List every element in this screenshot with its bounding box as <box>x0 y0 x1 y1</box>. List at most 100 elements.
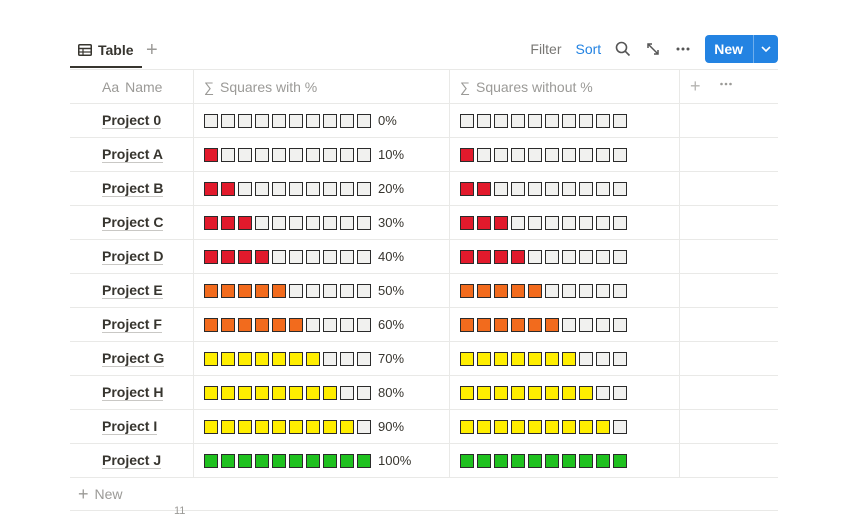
name-cell[interactable]: Project C <box>70 206 194 239</box>
name-cell[interactable]: Project G <box>70 342 194 375</box>
squares-with-cell[interactable]: 90% <box>194 410 450 443</box>
chevron-down-icon[interactable] <box>753 35 778 63</box>
table-row[interactable]: Project E 50% <box>70 274 778 308</box>
filled-square <box>238 351 252 366</box>
add-row-button[interactable]: + New <box>70 478 778 511</box>
name-cell[interactable]: Project D <box>70 240 194 273</box>
squares-with-cell[interactable]: 70% <box>194 342 450 375</box>
filled-square <box>255 351 269 366</box>
filled-square <box>477 385 491 400</box>
table-row[interactable]: Project 0 0% <box>70 104 778 138</box>
table-row[interactable]: Project F 60% <box>70 308 778 342</box>
project-name[interactable]: Project C <box>102 214 164 231</box>
search-icon[interactable] <box>615 41 631 57</box>
name-cell[interactable]: Project I <box>70 410 194 443</box>
project-name[interactable]: Project E <box>102 282 163 299</box>
project-name[interactable]: Project I <box>102 418 158 435</box>
empty-square <box>306 147 320 162</box>
name-cell[interactable]: Project B <box>70 172 194 205</box>
column-header-squares-without[interactable]: ∑ Squares without % <box>450 70 680 103</box>
empty-square <box>238 181 252 196</box>
more-options-icon[interactable] <box>675 41 691 57</box>
empty-square <box>596 283 610 298</box>
squares-without-cell[interactable] <box>450 172 680 205</box>
filled-square <box>221 317 235 332</box>
name-cell[interactable]: Project E <box>70 274 194 307</box>
column-header-squares-with[interactable]: ∑ Squares with % <box>194 70 450 103</box>
filled-square <box>255 385 269 400</box>
squares-without-cell[interactable] <box>450 376 680 409</box>
expand-icon[interactable] <box>645 41 661 57</box>
filled-square <box>289 351 303 366</box>
squares-with-cell[interactable]: 20% <box>194 172 450 205</box>
add-view-icon[interactable]: + <box>146 39 158 61</box>
filled-square <box>460 147 474 162</box>
project-name[interactable]: Project 0 <box>102 112 162 129</box>
text-property-icon: Aa <box>102 78 120 95</box>
name-cell[interactable]: Project A <box>70 138 194 171</box>
tab-table[interactable]: Table <box>70 34 142 68</box>
squares-without-cell[interactable] <box>450 206 680 239</box>
table-row[interactable]: Project J 100% <box>70 444 778 478</box>
project-name[interactable]: Project B <box>102 180 164 197</box>
sort-button[interactable]: Sort <box>575 41 602 57</box>
squares-with-cell[interactable]: 40% <box>194 240 450 273</box>
squares-with-cell[interactable]: 30% <box>194 206 450 239</box>
filled-square <box>562 351 576 366</box>
table-row[interactable]: Project H 80% <box>70 376 778 410</box>
name-cell[interactable]: Project H <box>70 376 194 409</box>
tab-table-label: Table <box>98 42 134 58</box>
column-header-name[interactable]: Aa Name <box>70 70 194 103</box>
project-name[interactable]: Project A <box>102 146 163 163</box>
name-cell[interactable]: Project F <box>70 308 194 341</box>
squares-with-cell[interactable]: 10% <box>194 138 450 171</box>
squares-without-cell[interactable] <box>450 240 680 273</box>
name-cell[interactable]: Project J <box>70 444 194 477</box>
empty-square <box>340 113 354 128</box>
squares-without-cell[interactable] <box>450 104 680 137</box>
filled-square <box>204 453 218 468</box>
project-name[interactable]: Project G <box>102 350 165 367</box>
squares-with-cell[interactable]: 80% <box>194 376 450 409</box>
project-name[interactable]: Project F <box>102 316 162 333</box>
filled-square <box>289 317 303 332</box>
squares-with-cell[interactable]: 0% <box>194 104 450 137</box>
progress-squares <box>204 317 374 332</box>
filled-square <box>340 453 354 468</box>
empty-square <box>613 113 627 128</box>
table-row[interactable]: Project C 30% <box>70 206 778 240</box>
percent-label: 100% <box>378 453 412 468</box>
name-cell[interactable]: Project 0 <box>70 104 194 137</box>
new-button[interactable]: New <box>705 35 778 63</box>
filled-square <box>460 249 474 264</box>
squares-without-cell[interactable] <box>450 138 680 171</box>
squares-without-cell[interactable] <box>450 274 680 307</box>
squares-without-cell[interactable] <box>450 410 680 443</box>
empty-cell <box>680 308 778 341</box>
filled-square <box>477 453 491 468</box>
project-name[interactable]: Project H <box>102 384 164 401</box>
add-row-label: New <box>94 486 123 502</box>
table-row[interactable]: Project G 70% <box>70 342 778 376</box>
squares-without-cell[interactable] <box>450 308 680 341</box>
table-row[interactable]: Project D 40% <box>70 240 778 274</box>
squares-with-cell[interactable]: 100% <box>194 444 450 477</box>
empty-square <box>238 147 252 162</box>
project-name[interactable]: Project J <box>102 452 162 469</box>
add-property-icon[interactable]: + <box>690 76 701 96</box>
filled-square <box>528 453 542 468</box>
squares-without-cell[interactable] <box>450 444 680 477</box>
empty-square <box>562 283 576 298</box>
column-more-icon[interactable] <box>719 77 733 96</box>
table-row[interactable]: Project B 20% <box>70 172 778 206</box>
squares-with-cell[interactable]: 60% <box>194 308 450 341</box>
project-name[interactable]: Project D <box>102 248 164 265</box>
table-row[interactable]: Project A 10% <box>70 138 778 172</box>
table-row[interactable]: Project I 90% <box>70 410 778 444</box>
filled-square <box>238 215 252 230</box>
column-header-name-label: Name <box>125 78 163 95</box>
squares-with-cell[interactable]: 50% <box>194 274 450 307</box>
filter-button[interactable]: Filter <box>530 41 562 57</box>
empty-square <box>289 249 303 264</box>
squares-without-cell[interactable] <box>450 342 680 375</box>
